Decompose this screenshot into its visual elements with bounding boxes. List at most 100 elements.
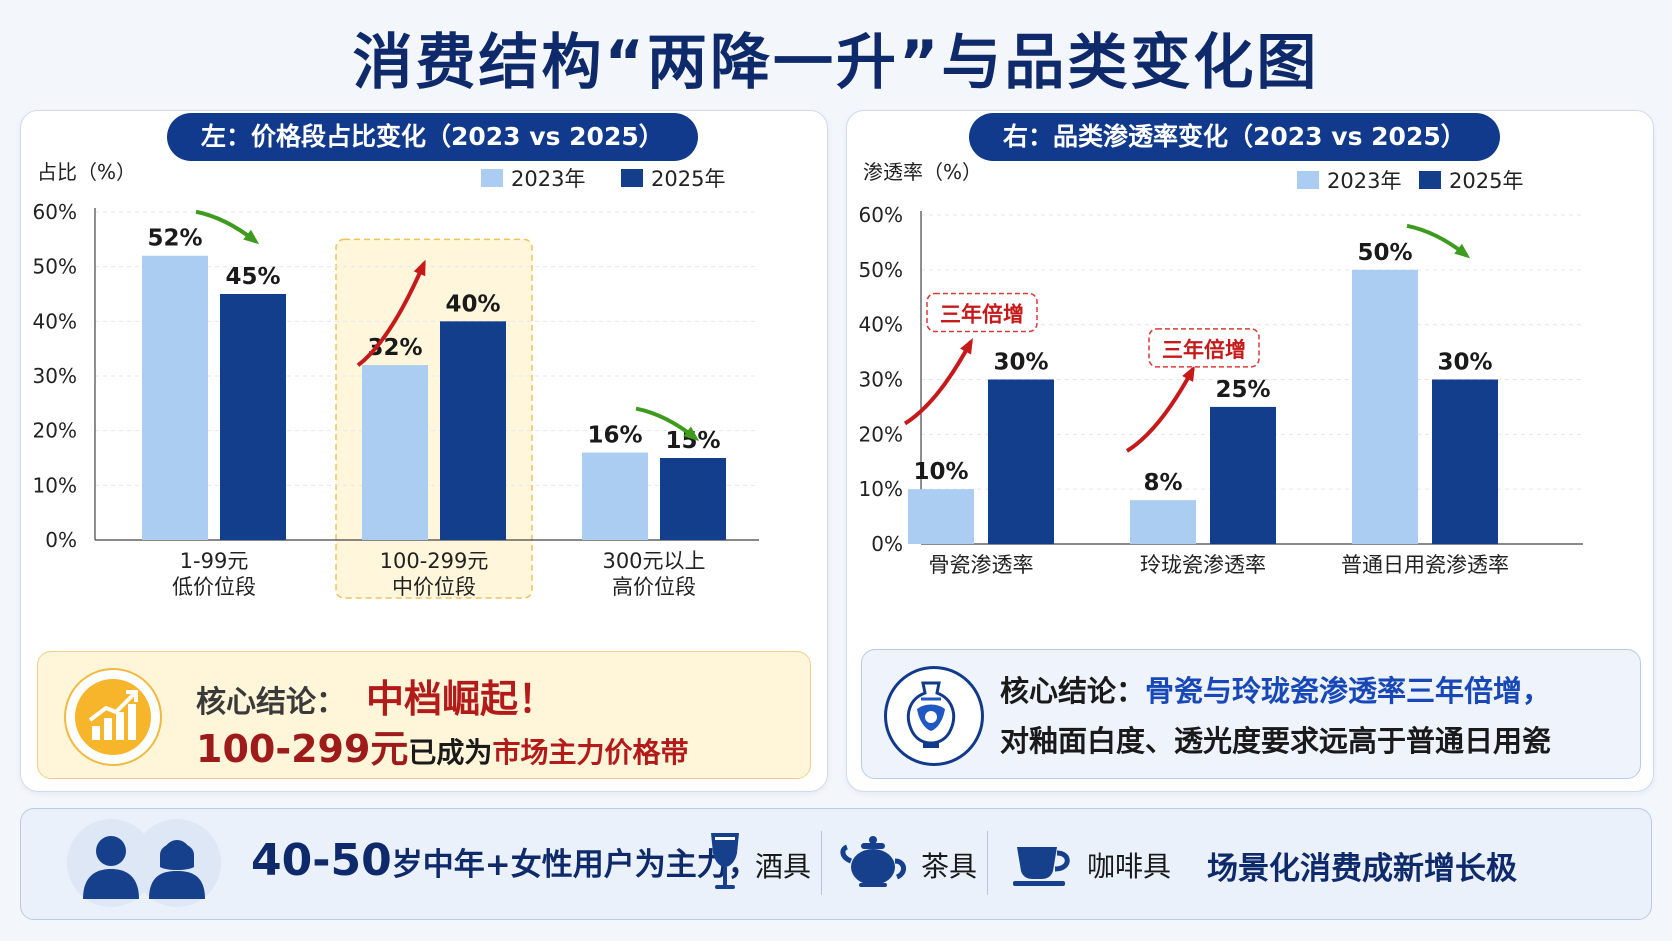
bar: [582, 452, 648, 540]
bar: [220, 294, 286, 540]
wine-item: 酒具: [707, 831, 827, 895]
y-tick-label: 30%: [33, 364, 77, 388]
porcelain-vase-icon: [884, 666, 984, 766]
tea-label: 茶具: [921, 850, 978, 883]
coffee-label: 咖啡具: [1087, 850, 1172, 883]
legend-swatch: [481, 169, 503, 187]
y-tick-label: 60%: [859, 203, 903, 227]
divider: [821, 831, 822, 895]
bar: [660, 458, 726, 540]
legend-swatch: [1419, 171, 1441, 189]
x-tick-label: 1-99元: [180, 549, 249, 573]
data-label: 52%: [147, 226, 202, 252]
y-tick-label: 10%: [33, 473, 77, 497]
bar: [440, 321, 506, 540]
callout-badge: 三年倍增: [1148, 328, 1260, 368]
category-penetration-chart: 渗透率（%） 0% 10% 20% 30% 40% 50% 60% 2023年 2025年 10% 3…: [859, 160, 1583, 577]
x-tick-label: 低价位段: [172, 575, 256, 599]
bar: [142, 255, 208, 540]
category-penetration-panel: 渗透率（%） 0% 10% 20% 30% 40% 50% 60% 2023年 2025年 10% 3…: [846, 110, 1654, 792]
legend-label: 2025年: [1449, 169, 1523, 193]
rising-bar-chart-icon: [64, 668, 162, 766]
data-label: 30%: [1437, 350, 1492, 376]
y-tick-label: 20%: [33, 419, 77, 443]
left-panel-header: 左：价格段占比变化（2023 vs 2025）: [167, 113, 698, 161]
y-tick-label: 0%: [45, 528, 77, 552]
left-conclusion-target: 市场主力价格带: [492, 736, 689, 769]
right-conclusion-highlight: 骨瓷与玲珑瓷渗透率三年倍增，: [1145, 674, 1552, 708]
data-label: 40%: [445, 291, 500, 317]
users-icon: [59, 817, 229, 913]
right-panel-header: 右：品类渗透率变化（2023 vs 2025）: [969, 113, 1500, 161]
y-tick-label: 40%: [859, 313, 903, 337]
coffee-cup-icon: [1013, 847, 1070, 886]
y-axis-label: 渗透率（%）: [863, 160, 982, 184]
x-tick-label: 100-299元: [380, 549, 489, 573]
bar: [988, 379, 1054, 544]
left-conclusion-highlight: 中档崛起！: [366, 677, 557, 721]
down-trend-arrow: [635, 406, 700, 442]
left-conclusion-verb: 已成为: [408, 736, 493, 769]
price-segment-chart: 占比（%） 0% 10% 20% 30% 40% 50% 60% 2023年 2025年 52% 45…: [33, 160, 759, 599]
legend-label: 2025年: [651, 167, 725, 191]
page-title: 消费结构“两降一升”与品类变化图: [352, 28, 1320, 98]
data-label: 8%: [1143, 470, 1182, 496]
legend-swatch: [1297, 171, 1319, 189]
right-conclusion-detail: 对釉面白度、透光度要求远高于普通日用瓷: [1000, 724, 1552, 758]
divider: [987, 831, 988, 895]
legend-label: 2023年: [511, 167, 585, 191]
callout-badge: 三年倍增: [926, 292, 1038, 333]
main-user-text: 岁中年+女性用户为主力，: [391, 847, 759, 883]
y-tick-label: 50%: [33, 255, 77, 279]
y-tick-label: 0%: [871, 532, 903, 556]
age-range: 40-50: [251, 835, 392, 886]
price-segment-panel: 占比（%） 0% 10% 20% 30% 40% 50% 60% 2023年 2025年 52% 45…: [20, 110, 828, 792]
up-trend-arrow: [1125, 365, 1195, 453]
teapot-icon: [840, 836, 906, 887]
bar: [1352, 269, 1418, 544]
up-trend-arrow: [903, 337, 973, 426]
legend-label: 2023年: [1327, 169, 1401, 193]
x-tick-label: 骨瓷渗透率: [929, 553, 1034, 577]
wine-label: 酒具: [755, 850, 812, 883]
data-label: 25%: [1215, 377, 1270, 403]
x-tick-label: 玲珑瓷渗透率: [1140, 553, 1266, 577]
data-label: 10%: [913, 459, 968, 485]
right-conclusion-prefix: 核心结论：: [1000, 674, 1146, 708]
bar: [1210, 406, 1276, 544]
bar: [362, 365, 428, 540]
left-conclusion-box: 核心结论： 中档崛起！ 100-299元已成为市场主力价格带: [37, 651, 811, 779]
up-trend-arrow: [356, 259, 426, 367]
bar: [1432, 379, 1498, 544]
data-label: 16%: [587, 423, 642, 449]
tea-item: 茶具: [839, 831, 989, 895]
coffee-item: 咖啡具: [1011, 831, 1191, 895]
left-conclusion-price: 100-299元: [196, 727, 409, 771]
data-label: 50%: [1357, 240, 1412, 266]
y-tick-label: 30%: [859, 368, 903, 392]
bar: [1130, 500, 1196, 544]
data-label: 30%: [993, 350, 1048, 376]
bottom-summary-bar: 40-50岁中年+女性用户为主力， 酒具 茶具 咖啡具 场景化消费成: [20, 808, 1652, 920]
growth-conclusion: 场景化消费成新增长极: [1207, 851, 1517, 887]
y-tick-label: 50%: [859, 258, 903, 282]
left-conclusion-prefix: 核心结论：: [196, 685, 346, 720]
legend-swatch: [621, 169, 643, 187]
bar: [908, 489, 974, 544]
x-tick-label: 高价位段: [612, 575, 696, 599]
callout-text: 三年倍增: [940, 303, 1024, 327]
down-trend-arrow: [1406, 223, 1471, 259]
y-tick-label: 20%: [859, 422, 903, 446]
y-tick-label: 60%: [33, 200, 77, 224]
down-trend-arrow: [195, 209, 260, 245]
y-tick-label: 40%: [33, 309, 77, 333]
right-conclusion-box: 核心结论：骨瓷与玲珑瓷渗透率三年倍增， 对釉面白度、透光度要求远高于普通日用瓷: [861, 649, 1641, 779]
callout-text: 三年倍增: [1162, 338, 1246, 362]
x-tick-label: 300元以上: [602, 549, 705, 573]
y-tick-label: 10%: [859, 477, 903, 501]
wine-glass-icon: [711, 833, 739, 889]
x-tick-label: 普通日用瓷渗透率: [1341, 553, 1509, 577]
data-label: 45%: [225, 264, 280, 290]
x-tick-label: 中价位段: [392, 575, 476, 599]
y-axis-label: 占比（%）: [37, 160, 136, 184]
